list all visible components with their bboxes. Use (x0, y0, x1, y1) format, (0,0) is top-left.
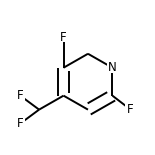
Text: F: F (17, 117, 24, 130)
Text: F: F (60, 31, 67, 44)
FancyBboxPatch shape (125, 104, 136, 115)
FancyBboxPatch shape (15, 118, 25, 129)
Text: N: N (108, 61, 117, 74)
Text: F: F (17, 89, 24, 102)
Text: F: F (127, 103, 134, 116)
FancyBboxPatch shape (58, 32, 69, 42)
FancyBboxPatch shape (15, 90, 25, 101)
FancyBboxPatch shape (107, 62, 118, 73)
